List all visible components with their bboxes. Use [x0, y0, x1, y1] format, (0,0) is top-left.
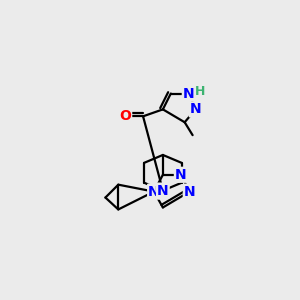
Text: N: N	[183, 86, 194, 100]
Text: O: O	[119, 109, 131, 123]
Text: N: N	[157, 184, 169, 198]
Text: H: H	[195, 85, 206, 98]
Text: N: N	[184, 184, 195, 199]
Text: N: N	[175, 168, 187, 182]
Text: N: N	[190, 102, 201, 116]
Text: N: N	[148, 184, 160, 199]
